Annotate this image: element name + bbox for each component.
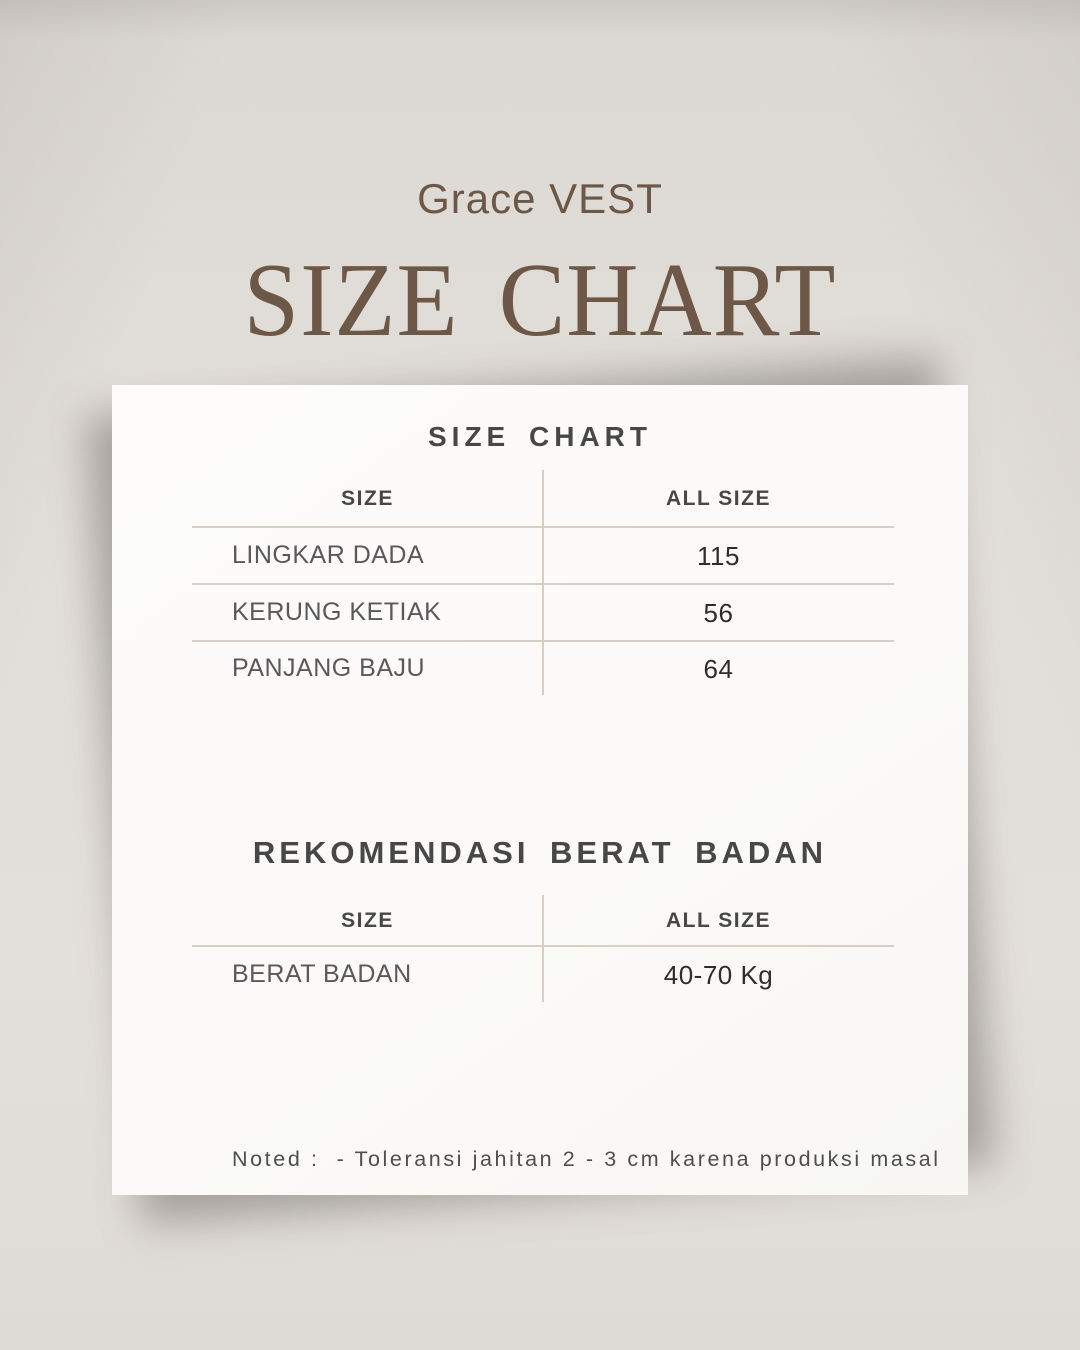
column-header-all-size: ALL SIZE [666, 908, 771, 932]
card-heading: SIZE CHART [428, 421, 652, 452]
row-label: KERUNG KETIAK [232, 598, 442, 626]
column-header-size: SIZE [341, 486, 394, 510]
row-label: BERAT BADAN [232, 960, 412, 988]
table-divider-line [542, 895, 544, 1002]
row-value: 115 [697, 540, 740, 571]
row-label: PANJANG BAJU [232, 654, 426, 682]
weight-recommendation-heading: REKOMENDASI BERAT BADAN [252, 835, 828, 870]
row-value: 56 [703, 597, 734, 628]
size-chart-table: SIZE ALL SIZE LINGKAR DADA 115 KERUNG KE… [192, 470, 894, 695]
table-row: PANJANG BAJU 64 [192, 642, 894, 695]
note-text: Noted : - Toleransi jahitan 2 - 3 cm kar… [232, 1149, 941, 1171]
column-header-size: SIZE [341, 908, 394, 932]
table-row: BERAT BADAN 40-70 Kg [192, 947, 894, 1002]
row-label: LINGKAR DADA [232, 541, 425, 569]
table-divider-line [542, 470, 544, 695]
weight-table: SIZE ALL SIZE BERAT BADAN 40-70 Kg [192, 895, 894, 1002]
row-value: 64 [703, 653, 734, 684]
row-value: 40-70 Kg [663, 959, 774, 990]
size-chart-card: SIZE CHART SIZE ALL SIZE LINGKAR DADA 11… [112, 385, 968, 1195]
brand-title: Grace VEST [417, 175, 663, 222]
column-header-all-size: ALL SIZE [666, 486, 771, 510]
page-title: SIZE CHART [243, 241, 837, 359]
